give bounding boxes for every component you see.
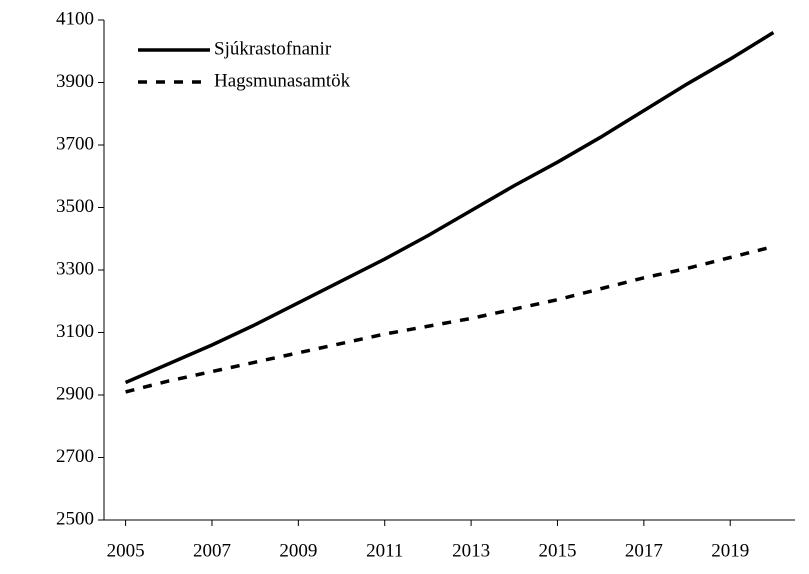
x-tick-label: 2007 [193, 540, 231, 561]
y-tick-label: 3300 [56, 258, 94, 279]
y-tick-label: 3900 [56, 71, 94, 92]
y-tick-label: 2500 [56, 508, 94, 529]
y-tick-label: 2700 [56, 446, 94, 467]
x-tick-label: 2005 [107, 540, 145, 561]
legend-label: Hagsmunasamtök [214, 70, 351, 91]
x-tick-label: 2017 [625, 540, 663, 561]
y-tick-label: 4100 [56, 8, 94, 29]
series-line [125, 244, 774, 394]
x-tick-label: 2015 [538, 540, 576, 561]
y-tick-label: 2900 [56, 383, 94, 404]
x-tick-label: 2013 [452, 540, 490, 561]
y-tick-label: 3500 [56, 196, 94, 217]
x-tick-label: 2011 [366, 540, 403, 561]
series-line [124, 31, 775, 385]
y-tick-label: 3700 [56, 133, 94, 154]
y-tick-label: 3100 [56, 321, 94, 342]
legend-label: Sjúkrastofnanir [214, 38, 332, 59]
x-tick-label: 2009 [279, 540, 317, 561]
x-tick-label: 2019 [711, 540, 749, 561]
